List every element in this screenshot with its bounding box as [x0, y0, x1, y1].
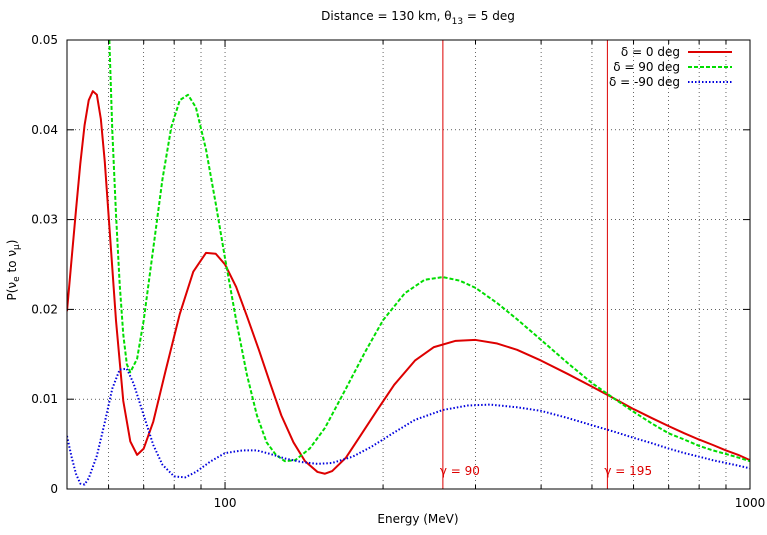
series: [67, 40, 750, 486]
y-tick-label: 0.02: [31, 302, 58, 316]
grid: [67, 40, 750, 489]
y-tick-label: 0.04: [31, 123, 58, 137]
chart-title: Distance = 130 km, θ13 = 5 deg: [321, 9, 515, 27]
y-axis-label: P(νe to νμ): [5, 240, 22, 301]
plot-frame: [66, 39, 751, 490]
x-tick-label: 1000: [735, 496, 766, 510]
x-axis-label: Energy (MeV): [377, 512, 458, 526]
legend-label: δ = 0 deg: [621, 45, 680, 59]
legend-label: δ = 90 deg: [613, 60, 680, 74]
marker-label: γ = 195: [604, 464, 652, 478]
series-line-1: [108, 40, 750, 463]
legend-label: δ = -90 deg: [609, 75, 680, 89]
marker-label: γ = 90: [440, 464, 480, 478]
y-tick-label: 0.01: [31, 392, 58, 406]
x-tick-label: 100: [214, 496, 237, 510]
ticks: 100 1000 0 0.01 0.02 0.03 0.04 0.05: [31, 33, 765, 510]
y-tick-label: 0: [50, 482, 58, 496]
series-line-0: [67, 90, 750, 475]
y-tick-label: 0.05: [31, 33, 58, 47]
y-tick-label: 0.03: [31, 213, 58, 227]
marker-lines: γ = 90 γ = 195: [440, 40, 652, 489]
